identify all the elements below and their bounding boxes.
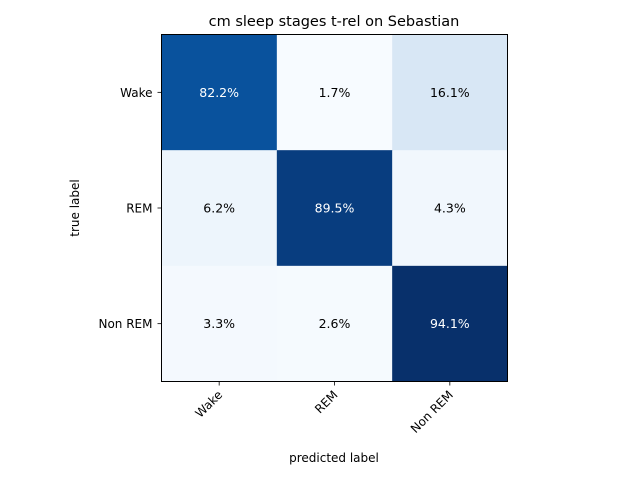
x-tick-label: Non REM: [408, 388, 456, 436]
heatmap-cell: [392, 34, 508, 151]
y-tick-label: Wake: [120, 86, 152, 100]
x-tick-label: Wake: [193, 388, 226, 421]
heatmap-cell: [161, 265, 278, 382]
chart-title: cm sleep stages t-rel on Sebastian: [209, 14, 460, 30]
x-tick-label: REM: [312, 388, 340, 416]
y-axis-label: true label: [68, 179, 82, 236]
y-tick-label: Non REM: [98, 317, 152, 331]
heatmap-cell: [276, 34, 393, 151]
cell-value-label: 4.3%: [434, 201, 466, 216]
cell-value-label: 6.2%: [203, 201, 235, 216]
cell-value-label: 89.5%: [315, 201, 355, 216]
cell-value-label: 82.2%: [199, 85, 239, 100]
cell-value-label: 94.1%: [430, 316, 470, 331]
y-tick-label: REM: [126, 202, 152, 216]
y-axis-ticks: Wake REM Non REM: [98, 86, 162, 331]
heatmap-cells: 82.2% 1.7% 16.1% 6.2% 89.5% 4.3% 3.3% 2.6% 94.1%: [161, 34, 508, 382]
x-axis-ticks: Wake REM Non REM: [193, 381, 456, 436]
cell-value-label: 16.1%: [430, 85, 470, 100]
cell-value-label: 1.7%: [319, 85, 351, 100]
heatmap-cell: [392, 150, 508, 267]
heatmap-cell: [276, 265, 393, 382]
heatmap-cell: [161, 150, 278, 267]
cell-value-label: 2.6%: [319, 316, 351, 331]
heatmap-cell: [276, 150, 393, 267]
heatmap-cell: [161, 34, 278, 151]
x-axis-label: predicted label: [289, 451, 379, 465]
heatmap-cell: [392, 265, 508, 382]
cell-value-label: 3.3%: [203, 316, 235, 331]
